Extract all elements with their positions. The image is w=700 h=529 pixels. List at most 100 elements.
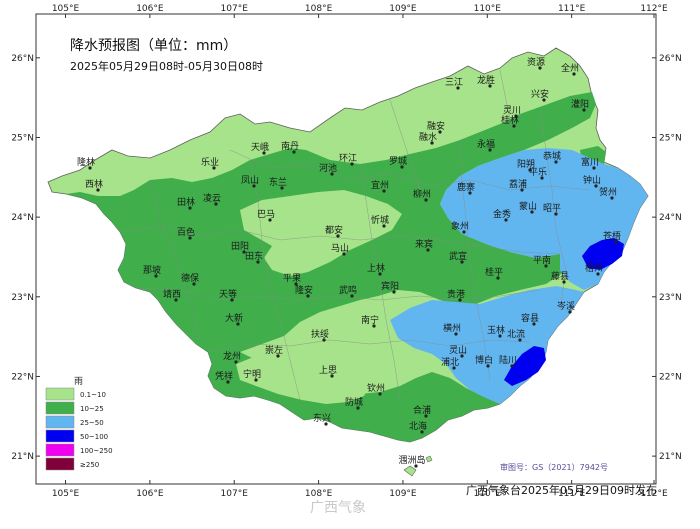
legend-label: 100~250: [80, 447, 113, 455]
city-label: 资源: [527, 57, 545, 68]
city-label: 永福: [477, 138, 495, 150]
city-dot: [330, 172, 334, 176]
xieyang-island: [425, 455, 433, 463]
city-dot: [322, 338, 326, 342]
city-label: 环江: [339, 153, 357, 164]
city-label: 北海: [409, 420, 427, 432]
lon-label-top: 107°E: [221, 4, 249, 14]
city-label: 桂林: [501, 114, 519, 126]
lat-label-right: 26°N: [659, 54, 682, 64]
city-dot: [292, 150, 296, 154]
city-dot: [306, 294, 310, 298]
city-label: 合浦: [413, 404, 431, 416]
city-dot: [486, 364, 490, 368]
city-label: 德保: [181, 272, 199, 284]
city-label: 平乐: [529, 166, 547, 178]
watermark: 广西气象: [310, 500, 366, 516]
city-dot: [614, 240, 618, 244]
approval-number: 审图号：GS（2021）7942号: [500, 462, 608, 472]
lon-label-bottom: 106°E: [136, 489, 164, 499]
city-label: 恭城: [543, 151, 561, 162]
city-label: 平南: [533, 254, 551, 266]
lon-label-bottom: 110°E: [474, 489, 502, 499]
city-dot: [424, 198, 428, 202]
city-label: 隆林: [77, 156, 95, 168]
city-label: 大新: [225, 312, 243, 324]
city-label: 东兰: [269, 176, 287, 188]
city-label: 武宣: [449, 250, 467, 262]
city-dot: [512, 124, 516, 128]
map-title: 降水预报图（单位：mm）: [70, 38, 237, 54]
city-dot: [510, 364, 514, 368]
city-label: 凌云: [203, 192, 221, 204]
city-dot: [542, 98, 546, 102]
city-label: 巴马: [257, 209, 275, 220]
legend-label: 0.1~10: [80, 391, 106, 399]
city-dot: [382, 224, 386, 228]
city-dot: [452, 366, 456, 370]
city-dot: [188, 236, 192, 240]
longitude-ticks-bottom: 105°E 106°E 107°E 108°E 109°E 110°E 111°E 112°E: [52, 480, 668, 499]
city-label: 灵山: [449, 345, 467, 356]
city-label: 凭祥: [215, 370, 233, 382]
city-label: 苍梧: [603, 230, 621, 242]
city-dot: [226, 380, 230, 384]
city-dot: [454, 332, 458, 336]
city-label: 宜州: [371, 179, 389, 191]
city-dot: [378, 392, 382, 396]
county-boundaries: [119, 69, 591, 401]
city-dot: [96, 188, 100, 192]
city-dot: [544, 264, 548, 268]
city-label: 荔浦: [509, 178, 527, 190]
lon-label-bottom: 108°E: [305, 489, 333, 499]
city-dot: [212, 166, 216, 170]
city-label: 宾阳: [381, 280, 399, 292]
latitude-ticks-left: 26°N 25°N 24°N 23°N 22°N 21°N: [11, 54, 40, 462]
city-dot: [254, 378, 258, 382]
lon-label-top: 105°E: [52, 4, 80, 14]
city-label: 扶绥: [311, 328, 329, 340]
city-dot: [568, 310, 572, 314]
city-label: 钦州: [367, 382, 385, 394]
city-dot: [430, 141, 434, 145]
city-dot: [88, 166, 92, 170]
city-dot: [594, 184, 598, 188]
city-dot: [192, 282, 196, 286]
city-label: 那坡: [143, 264, 161, 276]
city-dot: [188, 206, 192, 210]
lon-label-top: 106°E: [136, 4, 164, 14]
legend-swatch: [45, 415, 75, 429]
city-dot: [256, 260, 260, 264]
city-label: 柳州: [413, 188, 431, 200]
city-dot: [462, 230, 466, 234]
light-rain-pocket-center: [240, 190, 402, 276]
lat-label-right: 21°N: [659, 452, 682, 462]
city-label: 贺州: [599, 186, 617, 198]
lon-label-top: 110°E: [474, 4, 502, 14]
legend-title: 雨: [74, 376, 83, 387]
city-dot: [242, 250, 246, 254]
city-label: 崇左: [265, 344, 283, 356]
city-label: 蒙山: [519, 200, 537, 212]
lon-label-top: 111°E: [558, 4, 586, 14]
lat-label-left: 22°N: [11, 372, 34, 382]
city-dot: [528, 168, 532, 172]
city-dot: [460, 260, 464, 264]
city-dot: [468, 191, 472, 195]
city-dot: [596, 272, 600, 276]
issuer-line: 广西气象台2025年05月29日09时发布: [466, 483, 657, 497]
city-label: 昭平: [543, 203, 561, 214]
city-dot: [504, 218, 508, 222]
city-label: 防城: [345, 396, 363, 408]
city-label: 凤山: [241, 175, 259, 186]
city-label: 阳朔: [517, 158, 535, 170]
city-dot: [350, 162, 354, 166]
lon-label-bottom: 111°E: [558, 489, 586, 499]
city-label: 玉林: [487, 324, 505, 336]
city-dot: [520, 188, 524, 192]
lon-label-top: 108°E: [305, 4, 333, 14]
city-dot: [378, 272, 382, 276]
city-dot: [554, 160, 558, 164]
city-dot: [268, 218, 272, 222]
